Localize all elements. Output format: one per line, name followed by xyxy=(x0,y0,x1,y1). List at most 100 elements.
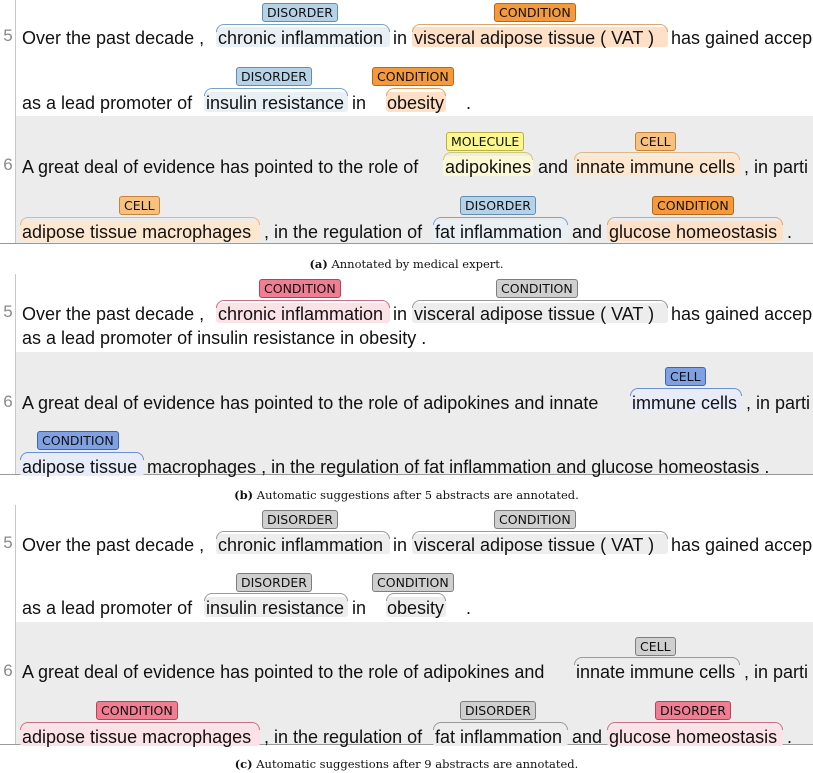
line-number: 5 xyxy=(3,302,13,321)
suggestion-tag-condition[interactable]: CONDITION xyxy=(494,510,576,529)
token: as a lead promoter of xyxy=(22,598,193,618)
gutter-rule xyxy=(15,274,16,475)
span-highlight xyxy=(412,303,668,323)
mention-text[interactable]: insulin resistance xyxy=(206,598,345,618)
token: macrophages , in the regulation of fat i… xyxy=(147,457,770,477)
mention-text[interactable]: immune cells xyxy=(632,393,738,413)
span-highlight xyxy=(204,92,348,112)
token: . xyxy=(787,222,793,242)
span-highlight xyxy=(216,303,390,323)
mention-text[interactable]: chronic inflammation xyxy=(218,304,384,324)
span-highlight xyxy=(630,392,742,412)
token: has gained accep xyxy=(671,304,813,324)
token: and xyxy=(538,157,569,177)
mention-text[interactable]: adipose tissue macrophages xyxy=(22,727,252,747)
span-highlight xyxy=(204,597,348,617)
mention-text[interactable]: visceral adipose tissue ( VAT ) xyxy=(414,304,655,324)
mention-text[interactable]: chronic inflammation xyxy=(218,535,384,555)
suggestion-tag-cell[interactable]: CELL xyxy=(665,367,706,386)
token: , in parti xyxy=(744,662,809,682)
token: and xyxy=(572,727,603,747)
mention-text[interactable]: fat inflammation xyxy=(435,222,563,242)
suggestion-tag-condition[interactable]: CONDITION xyxy=(496,279,578,298)
token: in xyxy=(393,28,408,48)
suggestion-tag-cell[interactable]: CELL xyxy=(635,637,676,656)
span-highlight xyxy=(20,726,260,746)
panel-a: 5 6 DISORDER CONDITION DISORDER CONDITIO… xyxy=(0,0,813,250)
token: Over the past decade , xyxy=(22,304,205,324)
span-highlight xyxy=(433,726,568,746)
entity-tag-disorder[interactable]: DISORDER xyxy=(460,196,536,215)
mention-text[interactable]: innate immune cells xyxy=(576,662,736,682)
line-number: 5 xyxy=(3,533,13,552)
span-highlight xyxy=(443,156,533,176)
token: A great deal of evidence has pointed to … xyxy=(22,662,545,682)
mention-text[interactable]: fat inflammation xyxy=(435,727,563,747)
mention-text[interactable]: obesity xyxy=(387,93,445,113)
entity-tag-molecule[interactable]: MOLECULE xyxy=(446,132,525,151)
token: , in parti xyxy=(744,157,809,177)
figure-caption: (b) Automatic suggestions after 5 abstra… xyxy=(0,488,813,502)
mention-text[interactable]: chronic inflammation xyxy=(218,28,384,48)
suggestion-tag-condition[interactable]: CONDITION xyxy=(372,573,454,592)
suggestion-tag-disorder[interactable]: DISORDER xyxy=(460,701,536,720)
span-highlight xyxy=(574,661,740,681)
entity-tag-condition[interactable]: CONDITION xyxy=(652,196,734,215)
span-highlight xyxy=(20,221,260,241)
token: as a lead promoter of xyxy=(22,93,193,113)
mention-text[interactable]: visceral adipose tissue ( VAT ) xyxy=(414,535,655,555)
caption-text: Automatic suggestions after 9 abstracts … xyxy=(256,757,579,771)
mention-text[interactable]: adipokines xyxy=(445,157,532,177)
line-number: 6 xyxy=(3,155,13,174)
token: , in the regulation of xyxy=(264,727,423,747)
token: has gained accep xyxy=(671,28,813,48)
caption-label: (b) xyxy=(234,488,254,502)
line-number: 5 xyxy=(3,26,13,45)
entity-tag-cell[interactable]: CELL xyxy=(635,132,676,151)
token: in xyxy=(352,598,367,618)
span-highlight xyxy=(216,27,390,47)
mention-text[interactable]: adipose tissue xyxy=(22,457,138,477)
entity-tag-condition[interactable]: CONDITION xyxy=(494,3,576,22)
span-highlight xyxy=(607,726,783,746)
gutter-rule xyxy=(15,505,16,745)
mention-text[interactable]: insulin resistance xyxy=(206,93,345,113)
suggestion-tag-condition[interactable]: CONDITION xyxy=(259,279,341,298)
caption-text: Automatic suggestions after 5 abstracts … xyxy=(256,488,579,502)
entity-tag-cell[interactable]: CELL xyxy=(119,196,160,215)
suggestion-tag-disorder[interactable]: DISORDER xyxy=(236,573,312,592)
caption-label: (a) xyxy=(309,257,328,271)
suggestion-tag-condition[interactable]: CONDITION xyxy=(37,431,119,450)
mention-text[interactable]: glucose homeostasis xyxy=(609,727,778,747)
mention-text[interactable]: adipose tissue macrophages xyxy=(22,222,252,242)
entity-tag-disorder[interactable]: DISORDER xyxy=(262,3,338,22)
token: in xyxy=(393,535,408,555)
entity-tag-disorder[interactable]: DISORDER xyxy=(236,67,312,86)
suggestion-tag-disorder[interactable]: DISORDER xyxy=(655,701,731,720)
span-highlight xyxy=(574,156,740,176)
entity-tag-condition[interactable]: CONDITION xyxy=(372,67,454,86)
gutter-rule xyxy=(15,0,16,244)
panel-bottom-rule xyxy=(0,243,813,244)
token: A great deal of evidence has pointed to … xyxy=(22,157,419,177)
token: and xyxy=(572,222,603,242)
panel-bottom-rule xyxy=(0,474,813,475)
sentence-6-background xyxy=(16,622,813,745)
span-highlight xyxy=(20,456,144,476)
mention-text[interactable]: innate immune cells xyxy=(576,157,736,177)
figure-caption: (c) Automatic suggestions after 9 abstra… xyxy=(0,757,813,771)
span-highlight xyxy=(412,27,668,47)
mention-text[interactable]: glucose homeostasis xyxy=(609,222,778,242)
panel-c: 5 6 DISORDER CONDITION DISORDER CONDITIO… xyxy=(0,505,813,750)
mention-text[interactable]: visceral adipose tissue ( VAT ) xyxy=(414,28,655,48)
panel-b: 5 6 CONDITION CONDITION CELL CONDITION O… xyxy=(0,274,813,484)
suggestion-tag-condition[interactable]: CONDITION xyxy=(96,701,178,720)
mention-text[interactable]: obesity xyxy=(387,598,445,618)
span-highlight xyxy=(607,221,783,241)
span-highlight xyxy=(386,597,446,617)
caption-label: (c) xyxy=(234,757,253,771)
token: Over the past decade , xyxy=(22,28,205,48)
suggestion-tag-disorder[interactable]: DISORDER xyxy=(262,510,338,529)
line-number: 6 xyxy=(3,392,13,411)
span-highlight xyxy=(386,92,446,112)
